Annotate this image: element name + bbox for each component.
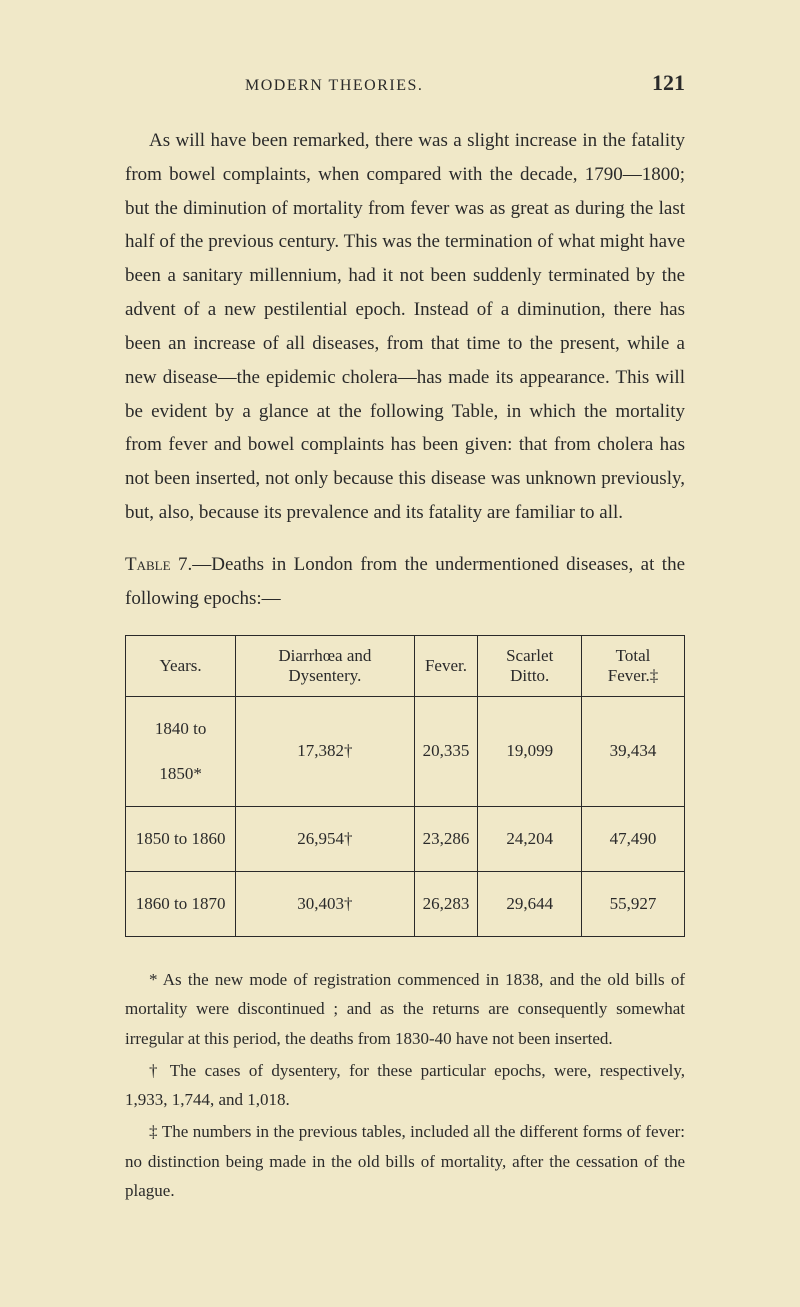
table-caption-text: —Deaths in London from the undermentione… <box>125 554 685 609</box>
table-header: Total Fever.‡ <box>582 636 685 697</box>
table-cell: 55,927 <box>582 871 685 936</box>
table-cell: 26,283 <box>414 871 478 936</box>
table-label: Table 7. <box>125 554 192 575</box>
body-paragraph: As will have been remarked, there was a … <box>125 124 685 530</box>
table-cell: 26,954† <box>236 806 414 871</box>
table-header: Years. <box>126 636 236 697</box>
table-cell: 1840 to 1850* <box>126 697 236 806</box>
table-row: 1850 to 1860 26,954† 23,286 24,204 47,49… <box>126 806 685 871</box>
table-cell: 24,204 <box>478 806 582 871</box>
table-cell: 1860 to 1870 <box>126 871 236 936</box>
table-cell: 29,644 <box>478 871 582 936</box>
table-header: Diarrhœa and Dysentery. <box>236 636 414 697</box>
table-cell: 1850 to 1860 <box>126 806 236 871</box>
header-title: MODERN THEORIES. <box>245 77 423 95</box>
table-cell: 39,434 <box>582 697 685 806</box>
page-number: 121 <box>652 70 685 96</box>
footnote: ‡ The numbers in the previous tables, in… <box>125 1117 685 1205</box>
table-cell: 19,099 <box>478 697 582 806</box>
table-header-row: Years. Diarrhœa and Dysentery. Fever. Sc… <box>126 636 685 697</box>
table-cell: 20,335 <box>414 697 478 806</box>
table-cell: 17,382† <box>236 697 414 806</box>
table-header: Scarlet Ditto. <box>478 636 582 697</box>
table-cell: 23,286 <box>414 806 478 871</box>
footnote: * As the new mode of registration commen… <box>125 965 685 1053</box>
table-cell: 30,403† <box>236 871 414 936</box>
table-row: 1860 to 1870 30,403† 26,283 29,644 55,92… <box>126 871 685 936</box>
footnote: † The cases of dysentery, for these part… <box>125 1056 685 1114</box>
deaths-table: Years. Diarrhœa and Dysentery. Fever. Sc… <box>125 635 685 937</box>
page-header: MODERN THEORIES. 121 <box>125 70 685 96</box>
table-row: 1840 to 1850* 17,382† 20,335 19,099 39,4… <box>126 697 685 806</box>
table-header: Fever. <box>414 636 478 697</box>
table-cell: 47,490 <box>582 806 685 871</box>
table-caption: Table 7.—Deaths in London from the under… <box>125 548 685 616</box>
